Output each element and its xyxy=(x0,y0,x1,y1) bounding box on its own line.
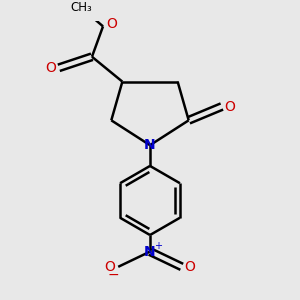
Text: O: O xyxy=(225,100,236,113)
Text: O: O xyxy=(104,260,115,274)
Text: O: O xyxy=(184,260,195,274)
Text: O: O xyxy=(46,61,56,75)
Text: N: N xyxy=(144,244,156,259)
Text: CH₃: CH₃ xyxy=(70,1,92,13)
Text: +: + xyxy=(154,241,162,250)
Text: N: N xyxy=(144,138,156,152)
Text: −: − xyxy=(107,268,119,282)
Text: O: O xyxy=(106,16,117,31)
